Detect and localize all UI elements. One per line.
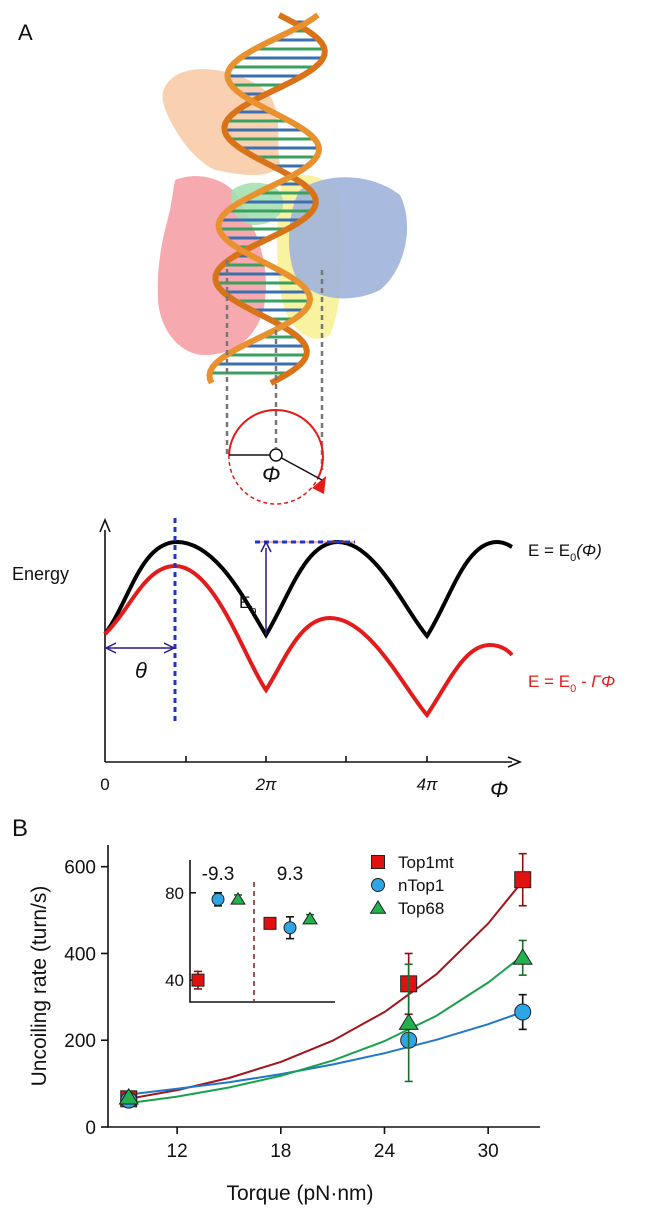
curve-label-sub: 0	[570, 552, 576, 564]
energy-diagram	[99, 517, 523, 768]
y-tick-label: 0	[85, 1118, 96, 1139]
legend-marker	[371, 878, 385, 892]
dna-strand	[206, 12, 322, 385]
legend-label: Top68	[398, 899, 444, 918]
barrier-label: Eb	[239, 593, 256, 617]
marker	[118, 1087, 139, 1105]
fit-line	[128, 954, 524, 1105]
marker	[514, 871, 532, 889]
curve-label-prefix: E = E	[528, 672, 570, 691]
x-tick-label: 30	[478, 1141, 499, 1162]
legend-label: nTop1	[398, 876, 444, 895]
dna-helix	[206, 12, 328, 386]
barrier-main: E	[239, 593, 250, 612]
energy-axis-label: Energy	[12, 564, 69, 584]
legend-marker	[371, 855, 385, 869]
panel-label: A	[18, 20, 33, 45]
y-tick-label: 600	[64, 858, 96, 879]
marker	[302, 911, 318, 925]
marker	[263, 916, 277, 930]
fit-line	[128, 1011, 524, 1096]
x-tick-label: 18	[270, 1141, 291, 1162]
y-tick-label: 200	[64, 1031, 96, 1052]
x-tick-label: 24	[374, 1141, 396, 1162]
angle-label: Φ	[262, 462, 280, 487]
curve-label-prefix: E = E	[528, 541, 570, 560]
legend-label: Top1mt	[398, 853, 454, 872]
x-tick-label: 2π	[255, 775, 277, 794]
x-tick-label: 4π	[417, 775, 438, 794]
category-label: 9.3	[277, 864, 303, 885]
marker	[211, 892, 225, 906]
y-axis-label: Uncoiling rate (turn/s)	[28, 886, 51, 1087]
panel-label: B	[12, 815, 28, 842]
x-tick-label: 12	[167, 1141, 188, 1162]
curve-label-sub: 0	[570, 683, 576, 695]
category-label: -9.3	[202, 864, 235, 885]
y-tick-label: 80	[165, 884, 184, 903]
plot-area: 12 18 24 30 0 200 400 600 Top1mt nTop1 Top68 40 80 -9…	[64, 845, 540, 1162]
y-tick-label: 40	[165, 971, 184, 990]
theta-label: θ	[135, 658, 147, 683]
x-tick-label: 0	[100, 775, 109, 794]
marker	[191, 973, 205, 987]
dna-strand	[212, 12, 328, 386]
x-axis-label: Torque (pN·nm)	[226, 1182, 373, 1205]
y-tick-label: 400	[64, 944, 96, 965]
marker	[230, 891, 246, 905]
curve-label: E = E0 - ΓΦ	[528, 672, 615, 695]
curve-label-suffix: (Φ)	[576, 541, 602, 560]
protein-illustration	[157, 12, 408, 505]
barrier-sub: b	[250, 605, 256, 617]
curve-label-suffix: - ΓΦ	[576, 672, 615, 691]
curve-label: E = E0(Φ)	[528, 541, 602, 564]
x-axis-label: Φ	[490, 777, 508, 802]
axis-line	[189, 860, 335, 1003]
legend-marker	[369, 900, 387, 914]
marker	[512, 948, 533, 965]
marker	[283, 921, 297, 935]
marker	[398, 1013, 419, 1030]
marker	[514, 1003, 532, 1021]
